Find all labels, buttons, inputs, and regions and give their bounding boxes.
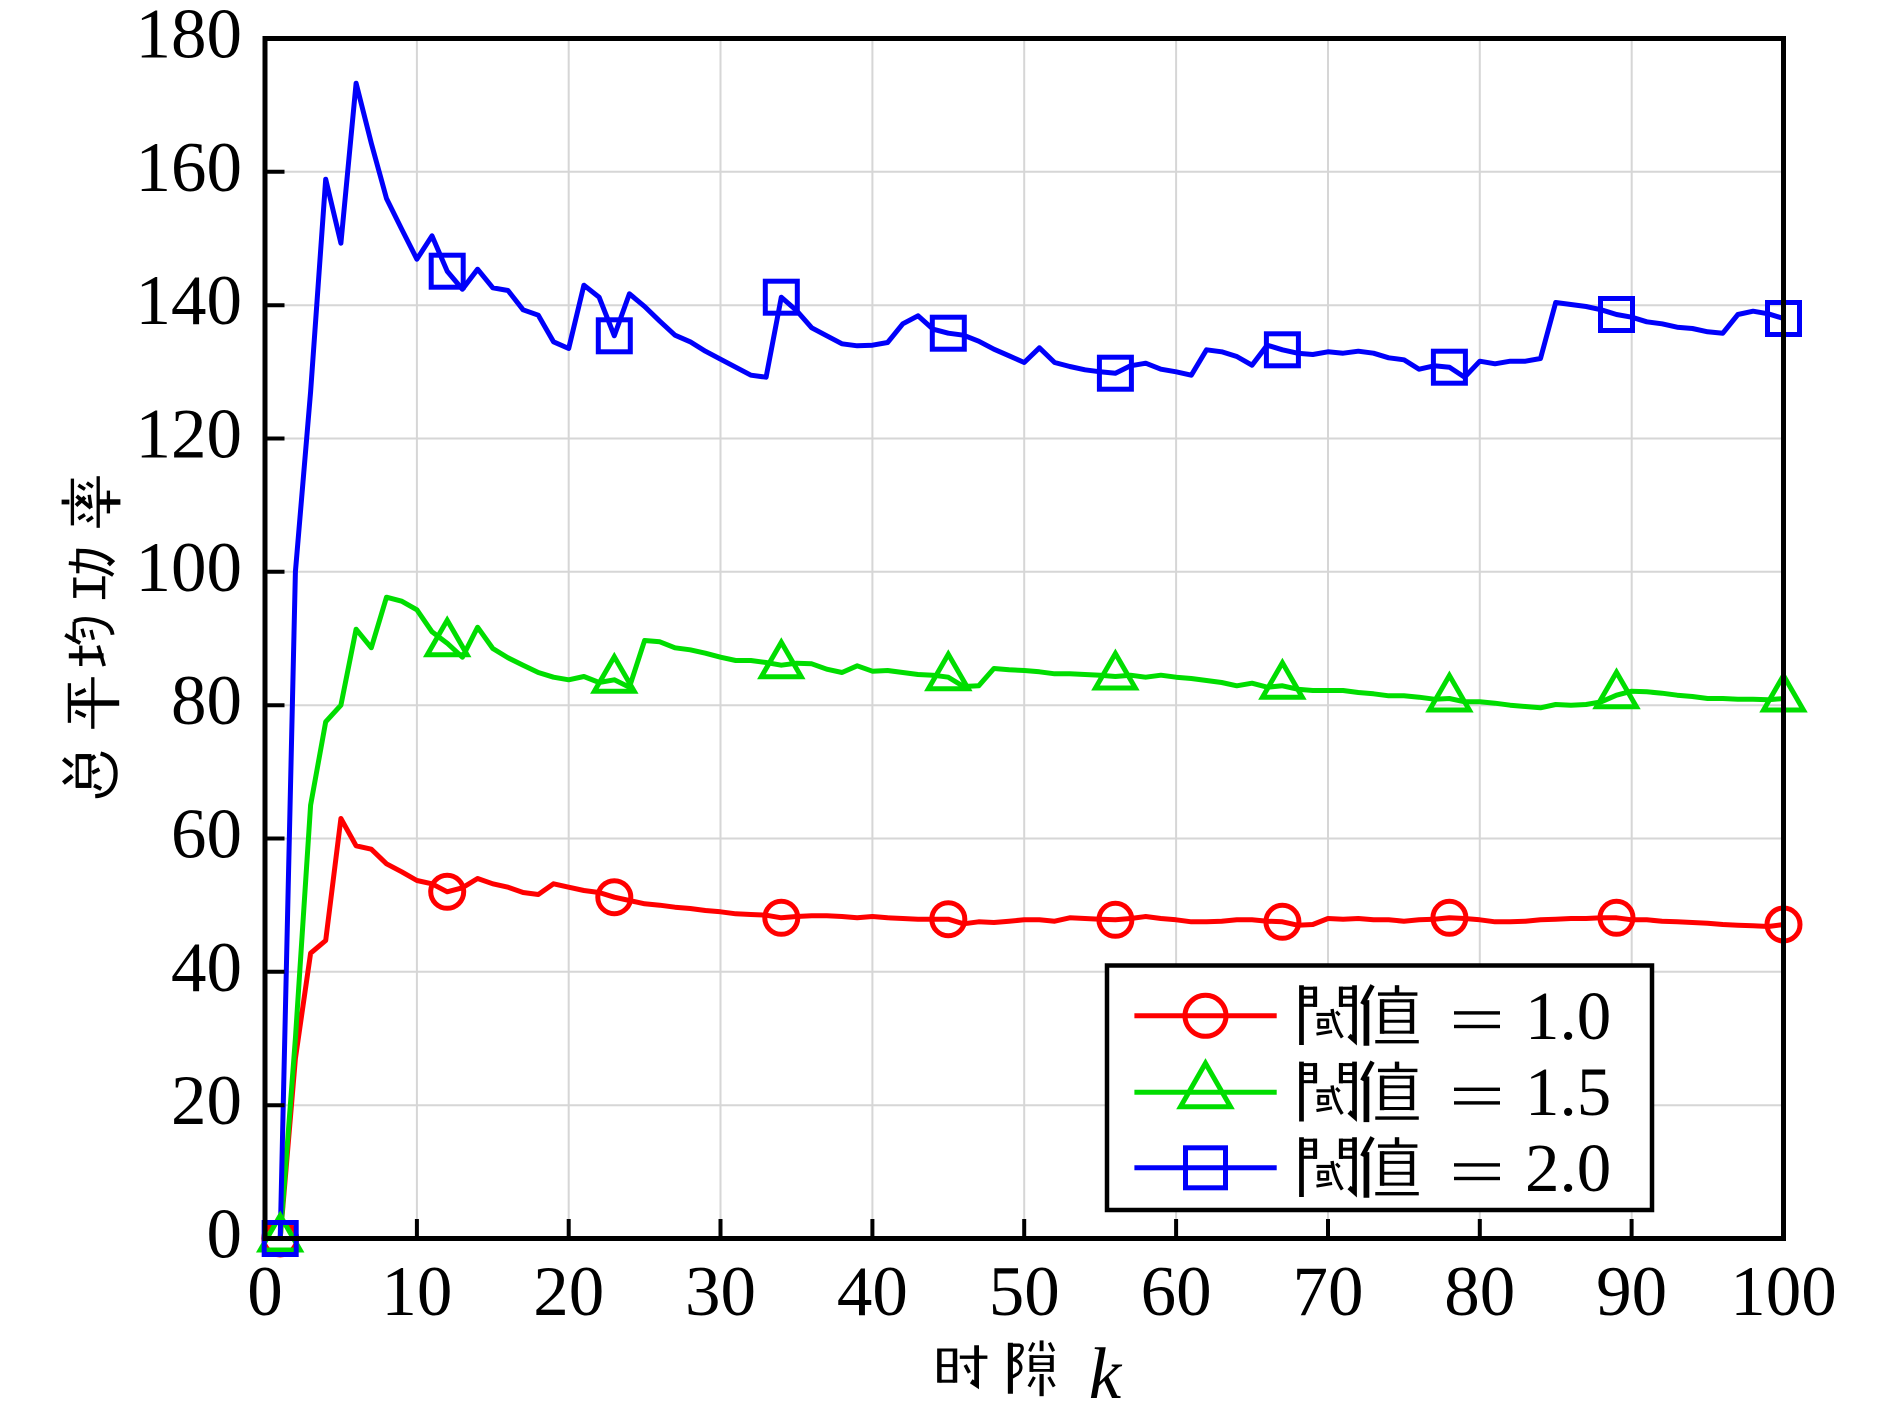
svg-text:40: 40: [171, 929, 242, 1007]
svg-text:2.0: 2.0: [1525, 1130, 1611, 1206]
svg-text:100: 100: [1730, 1253, 1837, 1331]
svg-text:70: 70: [1293, 1253, 1364, 1331]
svg-text:160: 160: [136, 129, 243, 207]
svg-text:40: 40: [837, 1253, 908, 1331]
svg-text:20: 20: [171, 1062, 242, 1140]
svg-text:1.0: 1.0: [1525, 978, 1611, 1054]
svg-text:180: 180: [136, 0, 243, 74]
svg-text:80: 80: [1444, 1253, 1515, 1331]
svg-text:1.5: 1.5: [1525, 1054, 1611, 1130]
svg-text:0: 0: [207, 1196, 243, 1274]
svg-text:k: k: [1089, 1333, 1123, 1410]
svg-text:80: 80: [171, 662, 242, 740]
svg-text:140: 140: [136, 262, 243, 340]
svg-text:60: 60: [1141, 1253, 1212, 1331]
svg-text:0: 0: [247, 1253, 283, 1331]
svg-text:10: 10: [381, 1253, 452, 1331]
svg-text:100: 100: [136, 529, 243, 607]
svg-text:60: 60: [171, 796, 242, 874]
svg-text:30: 30: [685, 1253, 756, 1331]
svg-text:120: 120: [136, 396, 243, 474]
svg-text:90: 90: [1596, 1253, 1667, 1331]
svg-text:20: 20: [533, 1253, 604, 1331]
svg-text:50: 50: [989, 1253, 1060, 1331]
